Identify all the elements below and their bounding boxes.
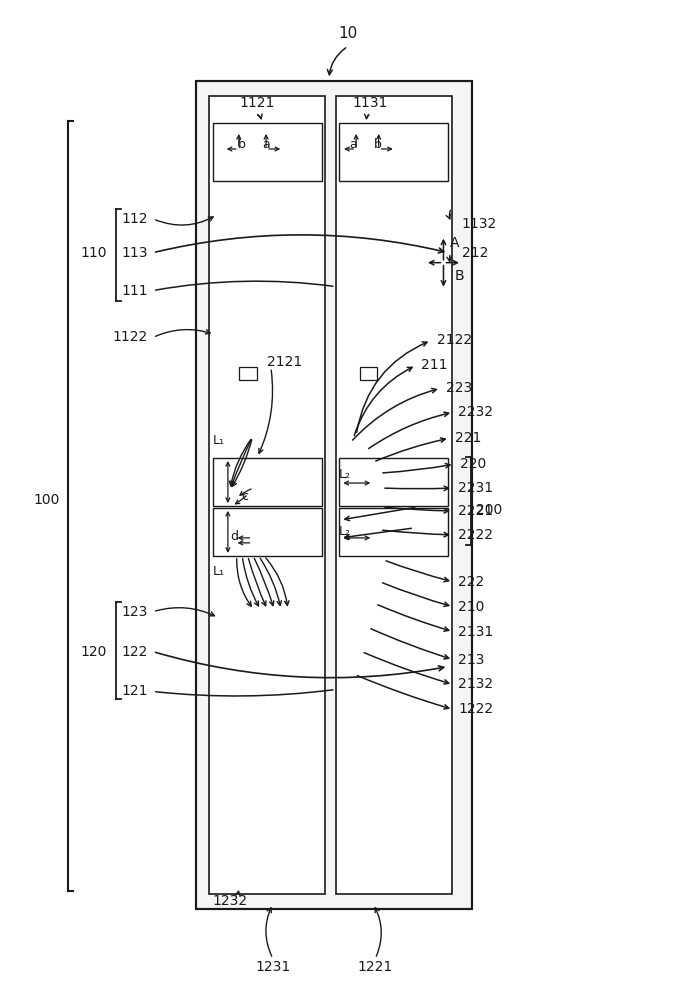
Bar xyxy=(360,367,377,380)
Text: a: a xyxy=(262,138,270,151)
Text: 200: 200 xyxy=(475,503,502,517)
Text: 221: 221 xyxy=(455,431,482,445)
Text: A: A xyxy=(450,236,460,250)
Text: 211: 211 xyxy=(421,358,447,372)
Bar xyxy=(213,508,322,556)
Text: 120: 120 xyxy=(81,645,107,659)
Text: 2222: 2222 xyxy=(458,528,493,542)
Text: L₁: L₁ xyxy=(213,434,225,447)
Bar xyxy=(196,81,472,909)
Text: L₂: L₂ xyxy=(339,525,351,538)
Text: 10: 10 xyxy=(338,26,358,41)
Text: 110: 110 xyxy=(81,246,107,260)
Text: 220: 220 xyxy=(460,457,486,471)
Text: 1121: 1121 xyxy=(240,96,275,110)
Text: 223: 223 xyxy=(446,381,473,395)
Bar xyxy=(339,123,448,181)
Text: 213: 213 xyxy=(458,653,485,667)
Bar xyxy=(336,96,451,894)
Text: 1231: 1231 xyxy=(256,960,290,974)
Text: 210: 210 xyxy=(458,600,485,614)
Bar xyxy=(196,81,472,909)
Text: 212: 212 xyxy=(462,246,488,260)
Text: L₁: L₁ xyxy=(213,565,225,578)
Text: 222: 222 xyxy=(458,575,485,589)
Text: 2221: 2221 xyxy=(458,504,494,518)
Text: 1222: 1222 xyxy=(458,702,494,716)
Text: c: c xyxy=(240,490,248,503)
Text: 2132: 2132 xyxy=(458,677,494,691)
Text: 2121: 2121 xyxy=(267,355,303,369)
Bar xyxy=(239,367,257,380)
Text: 113: 113 xyxy=(121,246,148,260)
Text: 1132: 1132 xyxy=(462,217,497,231)
Text: 111: 111 xyxy=(121,284,148,298)
Text: 2232: 2232 xyxy=(458,405,493,419)
Text: 2231: 2231 xyxy=(458,481,494,495)
Text: 2131: 2131 xyxy=(458,625,494,639)
Text: L₂: L₂ xyxy=(339,468,351,481)
Text: b: b xyxy=(374,138,382,151)
Text: 100: 100 xyxy=(33,493,60,507)
Bar xyxy=(210,96,325,894)
Text: 2122: 2122 xyxy=(436,333,472,347)
Bar xyxy=(213,458,322,506)
Bar xyxy=(213,123,322,181)
Text: 122: 122 xyxy=(122,645,148,659)
Text: 1221: 1221 xyxy=(358,960,393,974)
Text: 1232: 1232 xyxy=(212,894,247,908)
Text: b: b xyxy=(238,138,246,151)
Text: 112: 112 xyxy=(121,212,148,226)
Text: B: B xyxy=(455,269,464,283)
Bar xyxy=(339,508,448,556)
Text: d: d xyxy=(231,530,238,543)
Text: a: a xyxy=(349,138,357,151)
Text: 1122: 1122 xyxy=(113,330,148,344)
Text: 121: 121 xyxy=(121,684,148,698)
Text: 1131: 1131 xyxy=(352,96,388,110)
Bar xyxy=(339,458,448,506)
Text: 123: 123 xyxy=(122,605,148,619)
